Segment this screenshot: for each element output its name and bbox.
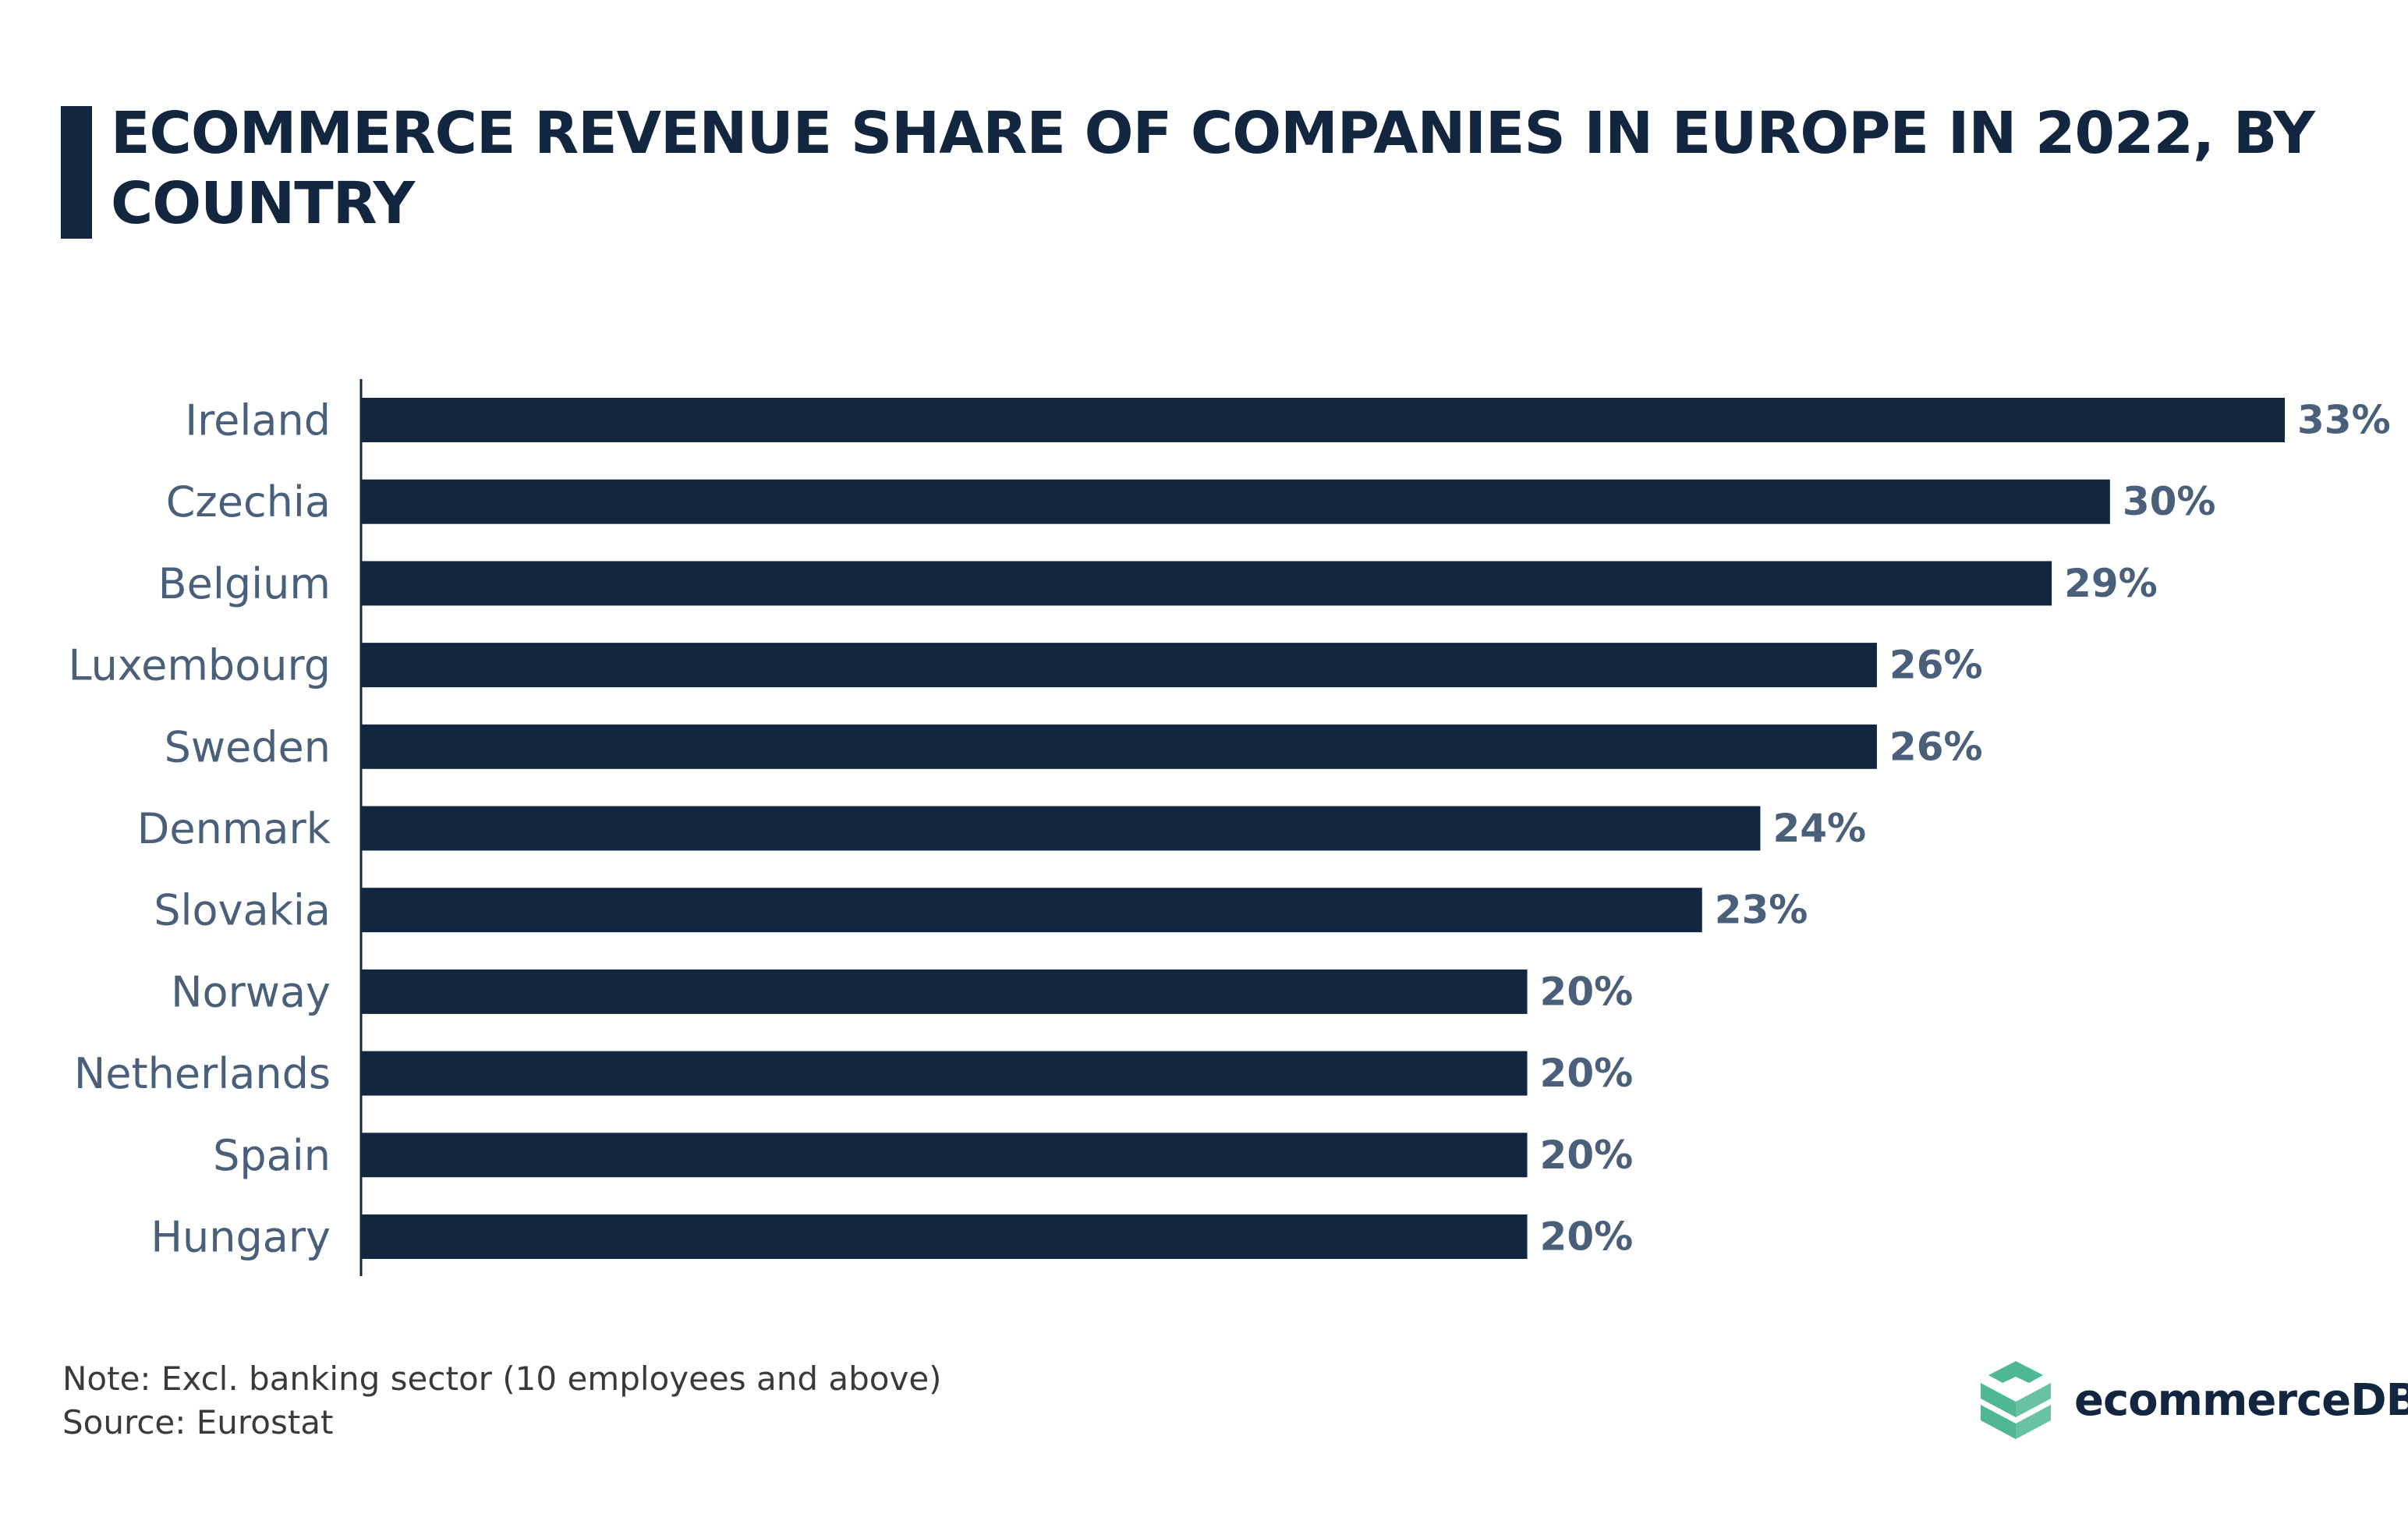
value-label: 33% bbox=[2297, 398, 2391, 443]
value-label: 30% bbox=[2123, 479, 2216, 524]
bar-norway bbox=[362, 969, 1528, 1014]
value-label: 24% bbox=[1772, 806, 1866, 851]
bar-denmark bbox=[362, 806, 1761, 851]
logo-text: ecommerceDB bbox=[2074, 1374, 2408, 1426]
category-label: Belgium bbox=[158, 559, 331, 608]
category-label: Spain bbox=[213, 1131, 331, 1180]
chart-title: ECOMMERCE REVENUE SHARE OF COMPANIES IN … bbox=[111, 100, 2315, 237]
bar-luxembourg bbox=[362, 643, 1877, 688]
value-label: 20% bbox=[1540, 1133, 1634, 1178]
value-label: 20% bbox=[1540, 1214, 1634, 1260]
note-text: Note: Excl. banking sector (10 employees… bbox=[62, 1360, 942, 1398]
title-accent-bar bbox=[61, 106, 92, 239]
bar-netherlands bbox=[362, 1051, 1528, 1096]
bar-slovakia bbox=[362, 888, 1702, 933]
category-label: Luxembourg bbox=[68, 641, 331, 690]
bar-sweden bbox=[362, 724, 1877, 769]
ecommercedb-logo: ecommerceDB bbox=[1981, 1361, 2408, 1439]
bar-hungary bbox=[362, 1214, 1528, 1259]
logo-cube-icon bbox=[1981, 1361, 2051, 1439]
bar-ireland bbox=[362, 398, 2285, 442]
value-label: 20% bbox=[1540, 969, 1634, 1014]
category-label: Czechia bbox=[166, 477, 331, 526]
category-label: Netherlands bbox=[74, 1049, 331, 1098]
value-label: 29% bbox=[2064, 561, 2158, 606]
value-label: 26% bbox=[1889, 724, 1983, 769]
category-label: Hungary bbox=[150, 1213, 331, 1262]
bar-spain bbox=[362, 1133, 1528, 1178]
footer-notes: Note: Excl. banking sector (10 employees… bbox=[62, 1357, 942, 1445]
value-label: 26% bbox=[1889, 643, 1983, 688]
source-text: Source: Eurostat bbox=[62, 1403, 334, 1441]
value-label: 23% bbox=[1715, 888, 1808, 933]
category-label: Ireland bbox=[185, 396, 331, 445]
value-label: 20% bbox=[1540, 1051, 1634, 1096]
category-label: Slovakia bbox=[154, 886, 331, 935]
category-label: Denmark bbox=[137, 804, 331, 853]
category-label: Sweden bbox=[165, 722, 331, 771]
bar-czechia bbox=[362, 479, 2110, 524]
category-label: Norway bbox=[171, 967, 331, 1016]
bar-belgium bbox=[362, 561, 2052, 606]
